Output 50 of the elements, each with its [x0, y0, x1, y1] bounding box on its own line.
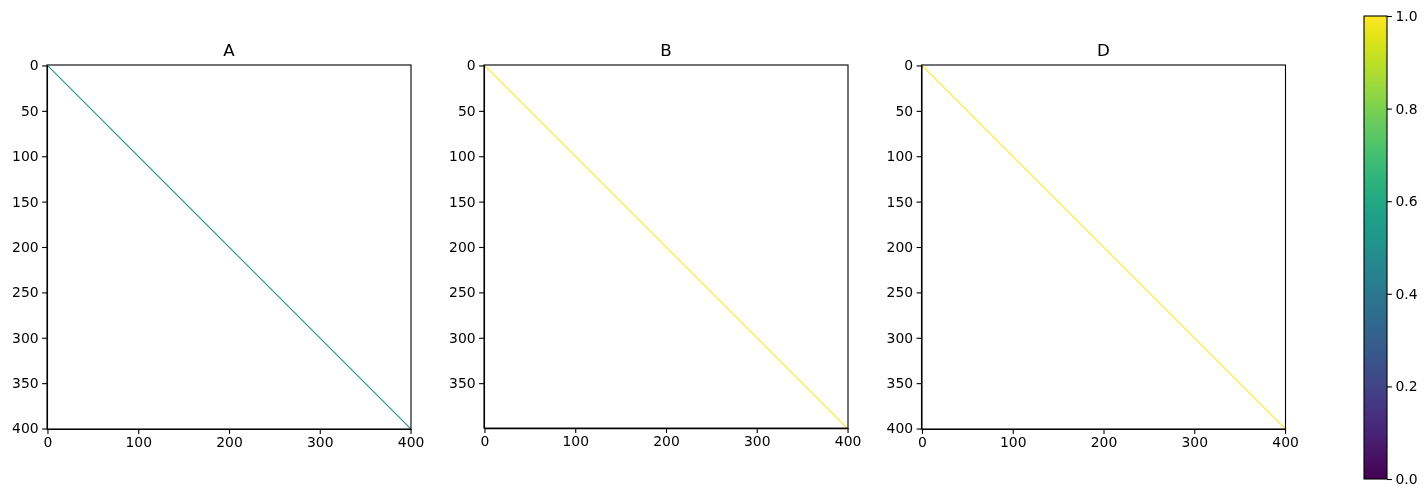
x-tick-label: 100 — [999, 434, 1027, 451]
color-bar-label: 0.8 — [1395, 100, 1418, 117]
y-tick-label: 350 — [449, 375, 476, 392]
y-tick-label: 0 — [904, 57, 914, 74]
x-tick-label: 400 — [1272, 434, 1299, 451]
x-tick-label: 400 — [834, 433, 862, 450]
x-tick-label: 300 — [1181, 434, 1209, 451]
color-bar-label: 0.0 — [1395, 470, 1418, 487]
y-tick-label: 50 — [457, 102, 476, 119]
chart-title: B — [660, 40, 672, 60]
y-tick-label: 150 — [886, 193, 914, 210]
color-bar-label: 1.0 — [1395, 7, 1418, 24]
y-tick-label: 150 — [449, 193, 476, 210]
y-tick-label: 250 — [449, 284, 476, 301]
y-tick-label: 300 — [886, 329, 914, 346]
y-tick-label: 150 — [12, 193, 39, 210]
color-bar-label: 0.6 — [1395, 193, 1418, 210]
y-tick-label: 0 — [466, 57, 476, 74]
y-tick-label: 300 — [12, 329, 39, 346]
y-tick-label: 50 — [895, 102, 914, 119]
x-tick-label: 100 — [562, 433, 589, 450]
chart-title: D — [1097, 40, 1110, 60]
y-tick-label: 200 — [449, 238, 476, 255]
color-bar-label: 0.2 — [1395, 378, 1418, 395]
y-tick-label: 400 — [12, 420, 39, 437]
y-tick-label: 100 — [449, 148, 476, 165]
x-tick-label: 400 — [397, 434, 425, 451]
y-tick-label: 400 — [886, 420, 914, 437]
x-tick-label: 200 — [1090, 434, 1118, 451]
y-tick-label: 0 — [29, 57, 39, 74]
y-tick-label: 50 — [20, 102, 39, 119]
y-tick-label: 100 — [12, 148, 39, 165]
y-tick-label: 250 — [12, 284, 39, 301]
x-tick-label: 0 — [480, 433, 490, 450]
y-tick-label: 350 — [12, 375, 39, 392]
x-tick-label: 0 — [918, 434, 927, 451]
y-tick-label: 350 — [886, 375, 914, 392]
y-tick-label: 300 — [449, 329, 476, 346]
x-tick-label: 300 — [744, 433, 771, 450]
y-tick-label: 200 — [886, 238, 914, 255]
x-tick-label: 300 — [307, 434, 334, 451]
chart-title: A — [223, 40, 236, 60]
y-tick-label: 200 — [12, 238, 39, 255]
x-tick-label: 0 — [43, 434, 53, 451]
x-tick-label: 200 — [216, 434, 243, 451]
color-bar-label: 0.4 — [1395, 285, 1418, 302]
x-tick-label: 200 — [653, 433, 680, 450]
y-tick-label: 100 — [886, 148, 914, 165]
x-tick-label: 100 — [125, 434, 152, 451]
y-tick-label: 250 — [886, 284, 914, 301]
